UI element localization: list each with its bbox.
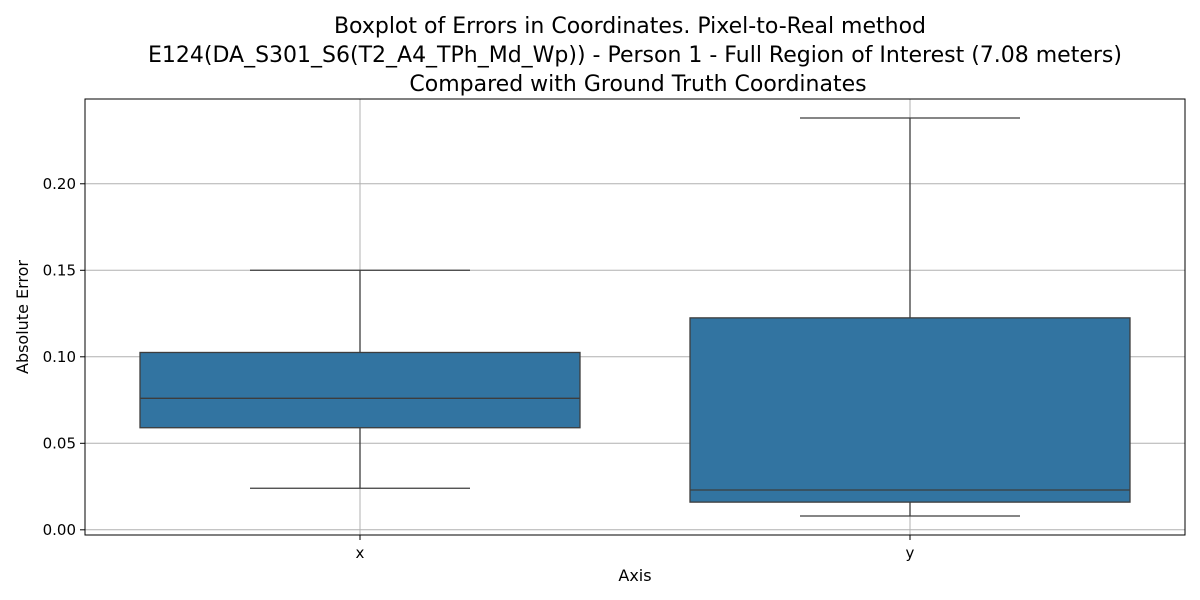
iqr-box: [689, 317, 1131, 503]
boxes: [139, 117, 1131, 517]
box-x: [139, 269, 581, 489]
y-tick-label: 0.15: [43, 261, 76, 279]
y-axis-ticks: 0.00 0.05 0.10 0.15 0.20: [43, 175, 85, 539]
title-line-3: Compared with Ground Truth Coordinates: [409, 72, 866, 97]
plot-frame: [84, 98, 1186, 536]
title-line-2: E124(DA_S301_S6(T2_A4_TPh_Md_Wp)) - Pers…: [148, 43, 1122, 68]
y-tick-label: 0.10: [43, 348, 76, 366]
box-y: [689, 117, 1131, 517]
y-tick-label: 0.20: [43, 175, 76, 193]
x-tick-label-y: y: [906, 544, 915, 562]
y-tick-label: 0.00: [43, 521, 76, 539]
title-line-1: Boxplot of Errors in Coordinates. Pixel-…: [334, 14, 926, 39]
x-tick-label-x: x: [356, 544, 365, 562]
y-tick-label: 0.05: [43, 434, 76, 452]
x-axis-label: Axis: [618, 566, 651, 585]
y-axis-label: Absolute Error: [13, 260, 32, 374]
iqr-box: [139, 351, 581, 429]
chart-title: Boxplot of Errors in Coordinates. Pixel-…: [148, 14, 1122, 97]
